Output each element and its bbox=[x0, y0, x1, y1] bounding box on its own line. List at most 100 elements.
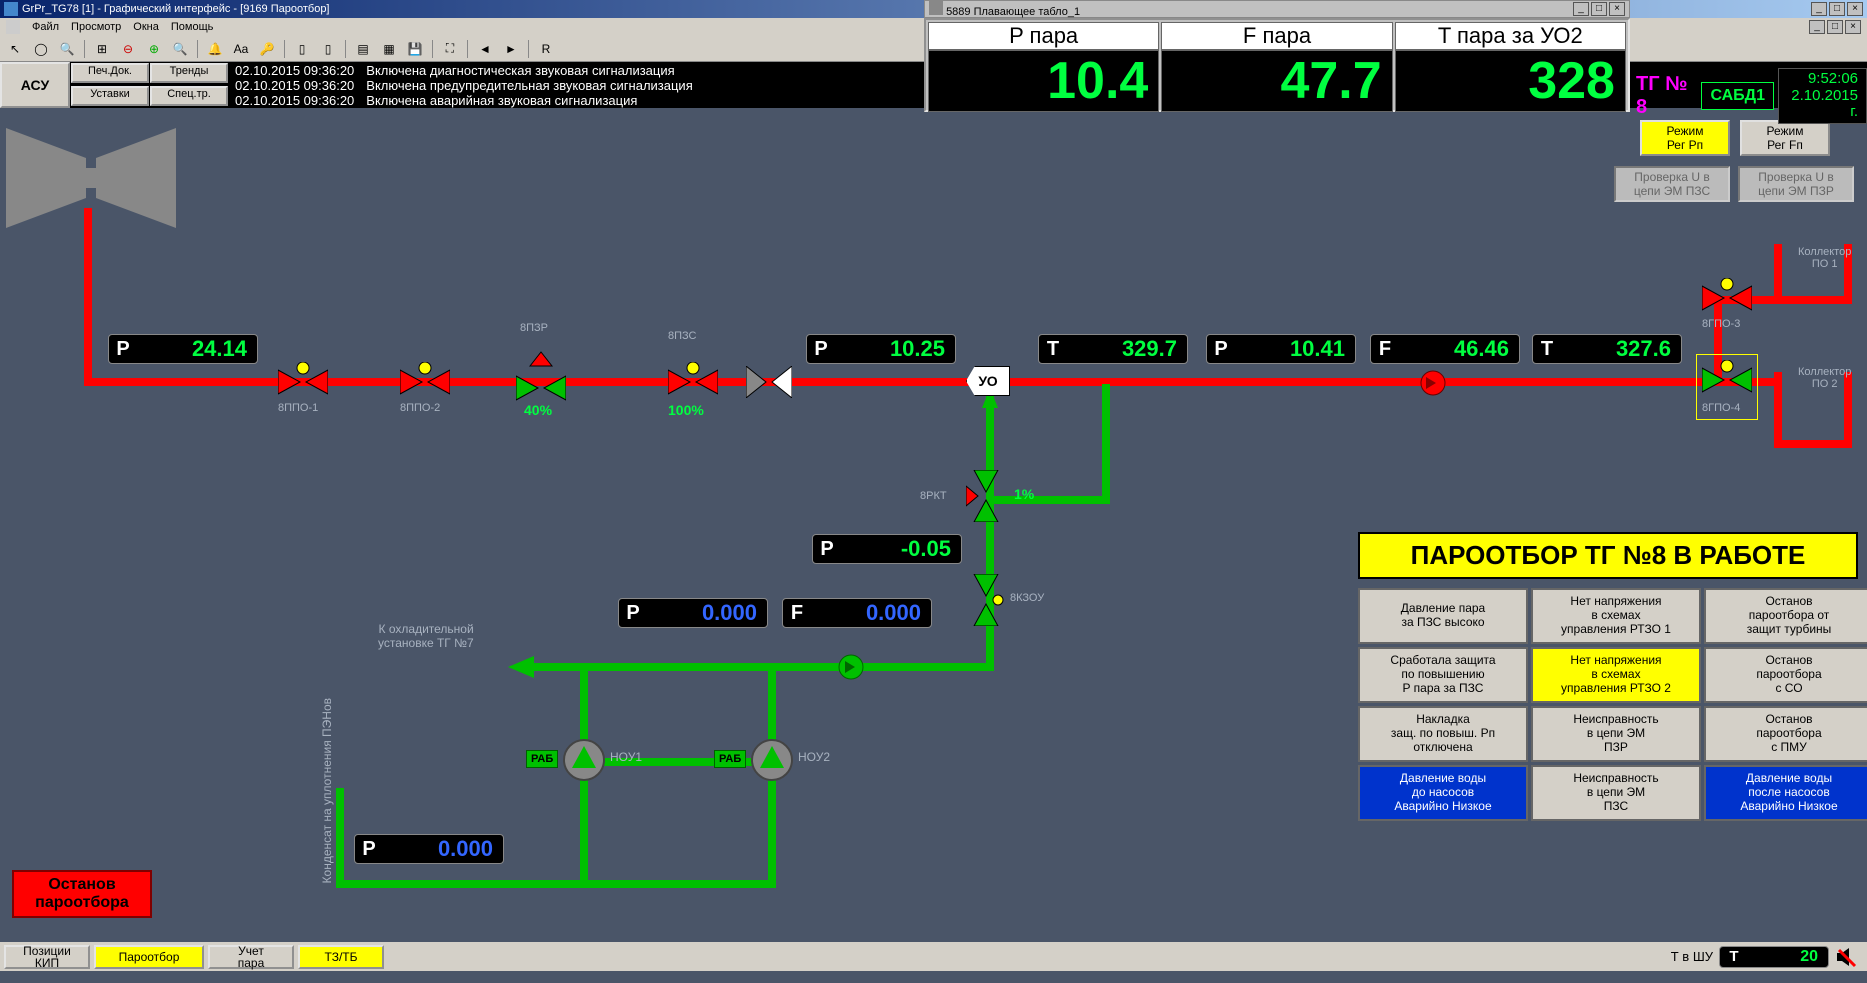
ind-t2[interactable]: T327.6 bbox=[1532, 334, 1682, 364]
forward-icon[interactable]: ► bbox=[500, 38, 522, 60]
valve-8pzr-label: 8ПЗР bbox=[520, 322, 548, 334]
zoom-icon[interactable]: 🔍 bbox=[56, 38, 78, 60]
valve-8ppo1[interactable] bbox=[278, 362, 328, 402]
valve-8gpo4[interactable] bbox=[1702, 360, 1752, 400]
sensor-green-icon[interactable] bbox=[838, 654, 864, 680]
valve-8pzr[interactable] bbox=[516, 348, 566, 406]
ind-p2[interactable]: P10.25 bbox=[806, 334, 956, 364]
valve-8ppo2[interactable] bbox=[400, 362, 450, 402]
big-read-p: P пара 10.4 bbox=[928, 22, 1159, 108]
alarm-cell-2[interactable]: Останов пароотбора от защит турбины bbox=[1704, 588, 1867, 644]
page2-icon[interactable]: ▯ bbox=[317, 38, 339, 60]
valve-8gpo3[interactable] bbox=[1702, 278, 1752, 318]
minimize-icon[interactable]: _ bbox=[1811, 2, 1827, 16]
ind-f2[interactable]: F0.000 bbox=[782, 598, 932, 628]
tab-steam-account[interactable]: Учет пара bbox=[208, 945, 294, 969]
close-icon[interactable]: × bbox=[1847, 2, 1863, 16]
datetime-box: 9:52:06 2.10.2015 г. bbox=[1778, 68, 1867, 124]
ind-t1[interactable]: T329.7 bbox=[1038, 334, 1188, 364]
zoomreset-icon[interactable]: ⊕ bbox=[143, 38, 165, 60]
pump-nou2[interactable] bbox=[750, 738, 794, 782]
alarm-cell-5[interactable]: Останов пароотбора с СО bbox=[1704, 647, 1867, 703]
expand-icon[interactable]: ⛶ bbox=[439, 38, 461, 60]
alarm-cell-11[interactable]: Давление воды после насосов Аварийно Низ… bbox=[1704, 765, 1867, 821]
tab-tz-tb[interactable]: ТЗ/ТБ bbox=[298, 945, 384, 969]
maximize-icon[interactable]: □ bbox=[1829, 2, 1845, 16]
log-time-0: 02.10.2015 09:36:20 bbox=[235, 63, 354, 78]
pipe bbox=[84, 378, 1774, 386]
cooling-label: К охладительной установке ТГ №7 bbox=[378, 622, 474, 650]
big-read-f: F пара 47.7 bbox=[1161, 22, 1392, 108]
ind-f1[interactable]: F46.46 bbox=[1370, 334, 1520, 364]
alarm-cell-8[interactable]: Останов пароотбора с ПМУ bbox=[1704, 706, 1867, 762]
time-label: 9:52:06 bbox=[1787, 71, 1858, 88]
ind-p3[interactable]: P10.41 bbox=[1206, 334, 1356, 364]
minimize-icon[interactable]: _ bbox=[1809, 20, 1825, 34]
alarm-cell-10[interactable]: Неисправность в цепи ЭМ ПЗС bbox=[1531, 765, 1701, 821]
valve-8kzou[interactable] bbox=[968, 574, 1004, 626]
ind-bottom-temp[interactable]: Т 20 bbox=[1719, 946, 1829, 968]
maximize-icon[interactable]: □ bbox=[1827, 20, 1843, 34]
fit-icon[interactable]: ⊞ bbox=[91, 38, 113, 60]
alarm-cell-0[interactable]: Давление пара за ПЗС высоко bbox=[1358, 588, 1528, 644]
sensor-red-icon[interactable] bbox=[1420, 370, 1446, 396]
mode-reg-fp-button[interactable]: Режим Рег Fп bbox=[1740, 120, 1830, 156]
log-time-2: 02.10.2015 09:36:20 bbox=[235, 93, 354, 108]
pipe bbox=[336, 880, 776, 888]
pointer-icon[interactable]: ↖ bbox=[4, 38, 26, 60]
valve-8pzs[interactable] bbox=[668, 362, 718, 402]
alarm-cell-3[interactable]: Сработала защита по повышению P пара за … bbox=[1358, 647, 1528, 703]
pipe bbox=[84, 208, 92, 386]
stop-extraction-button[interactable]: Останов пароотбора bbox=[12, 870, 152, 918]
check-u-pzr-button[interactable]: Проверка U в цепи ЭМ ПЗР bbox=[1738, 166, 1854, 202]
alarm-cell-7[interactable]: Неисправность в цепи ЭМ ПЗР bbox=[1531, 706, 1701, 762]
asu-button[interactable]: АСУ bbox=[0, 62, 70, 108]
pump-nou2-status: РАБ bbox=[714, 750, 746, 768]
alarm-cell-1[interactable]: Нет напряжения в схемах управления РТЗО … bbox=[1531, 588, 1701, 644]
font-icon[interactable]: Aa bbox=[230, 38, 252, 60]
big-read-t-val: 328 bbox=[1395, 50, 1626, 112]
mute-icon[interactable] bbox=[1835, 946, 1857, 968]
tab-steam-extraction[interactable]: Пароотбор bbox=[94, 945, 204, 969]
close-icon[interactable]: × bbox=[1609, 2, 1625, 16]
ind-p5[interactable]: P0.000 bbox=[618, 598, 768, 628]
maximize-icon[interactable]: □ bbox=[1591, 2, 1607, 16]
ind-p6[interactable]: P0.000 bbox=[354, 834, 504, 864]
floating-title-bar[interactable]: 5889 Плавающее табло_1 _ □ × bbox=[924, 0, 1630, 18]
valve-8rkt[interactable] bbox=[966, 470, 1006, 522]
alarm-cell-6[interactable]: Накладка защ. по повыш. Рп отключена bbox=[1358, 706, 1528, 762]
pump-nou1[interactable] bbox=[562, 738, 606, 782]
list-icon[interactable]: ▤ bbox=[352, 38, 374, 60]
minimize-icon[interactable]: _ bbox=[1573, 2, 1589, 16]
menu-file[interactable]: Файл bbox=[32, 21, 59, 33]
grid-icon[interactable]: ▦ bbox=[378, 38, 400, 60]
check-u-pzs-button[interactable]: Проверка U в цепи ЭМ ПЗС bbox=[1614, 166, 1730, 202]
print-doc-button[interactable]: Печ.Док. bbox=[71, 63, 149, 83]
trends-button[interactable]: Тренды bbox=[150, 63, 228, 83]
save-icon[interactable]: 💾 bbox=[404, 38, 426, 60]
alarm-cell-9[interactable]: Давление воды до насосов Аварийно Низкое bbox=[1358, 765, 1528, 821]
menu-windows[interactable]: Окна bbox=[133, 21, 159, 33]
page-icon[interactable]: ▯ bbox=[291, 38, 313, 60]
setpoints-button[interactable]: Уставки bbox=[71, 86, 149, 106]
spec-trends-button[interactable]: Спец.тр. bbox=[150, 86, 228, 106]
status-banner: ПАРООТБОР ТГ №8 В РАБОТЕ bbox=[1358, 532, 1858, 579]
key-icon[interactable]: 🔑 bbox=[256, 38, 278, 60]
ind-p1[interactable]: P24.14 bbox=[108, 334, 258, 364]
circle-icon[interactable]: ◯ bbox=[30, 38, 52, 60]
alarm-cell-4[interactable]: Нет напряжения в схемах управления РТЗО … bbox=[1531, 647, 1701, 703]
ind-p4[interactable]: P-0.05 bbox=[812, 534, 962, 564]
date-label: 2.10.2015 г. bbox=[1787, 88, 1858, 121]
sound-icon[interactable]: 🔔 bbox=[204, 38, 226, 60]
close-icon[interactable]: × bbox=[1845, 20, 1861, 34]
tab-positions-kip[interactable]: Позиции КИП bbox=[4, 945, 90, 969]
mode-reg-rp-button[interactable]: Режим Рег Рп bbox=[1640, 120, 1730, 156]
zoomout-icon[interactable]: ⊖ bbox=[117, 38, 139, 60]
zoomin-icon[interactable]: 🔍 bbox=[169, 38, 191, 60]
r-button[interactable]: R bbox=[535, 38, 557, 60]
check-valve[interactable] bbox=[746, 366, 792, 398]
back-icon[interactable]: ◄ bbox=[474, 38, 496, 60]
menu-view[interactable]: Просмотр bbox=[71, 21, 121, 33]
menu-help[interactable]: Помощь bbox=[171, 21, 214, 33]
uo-box[interactable]: УО bbox=[966, 366, 1010, 396]
